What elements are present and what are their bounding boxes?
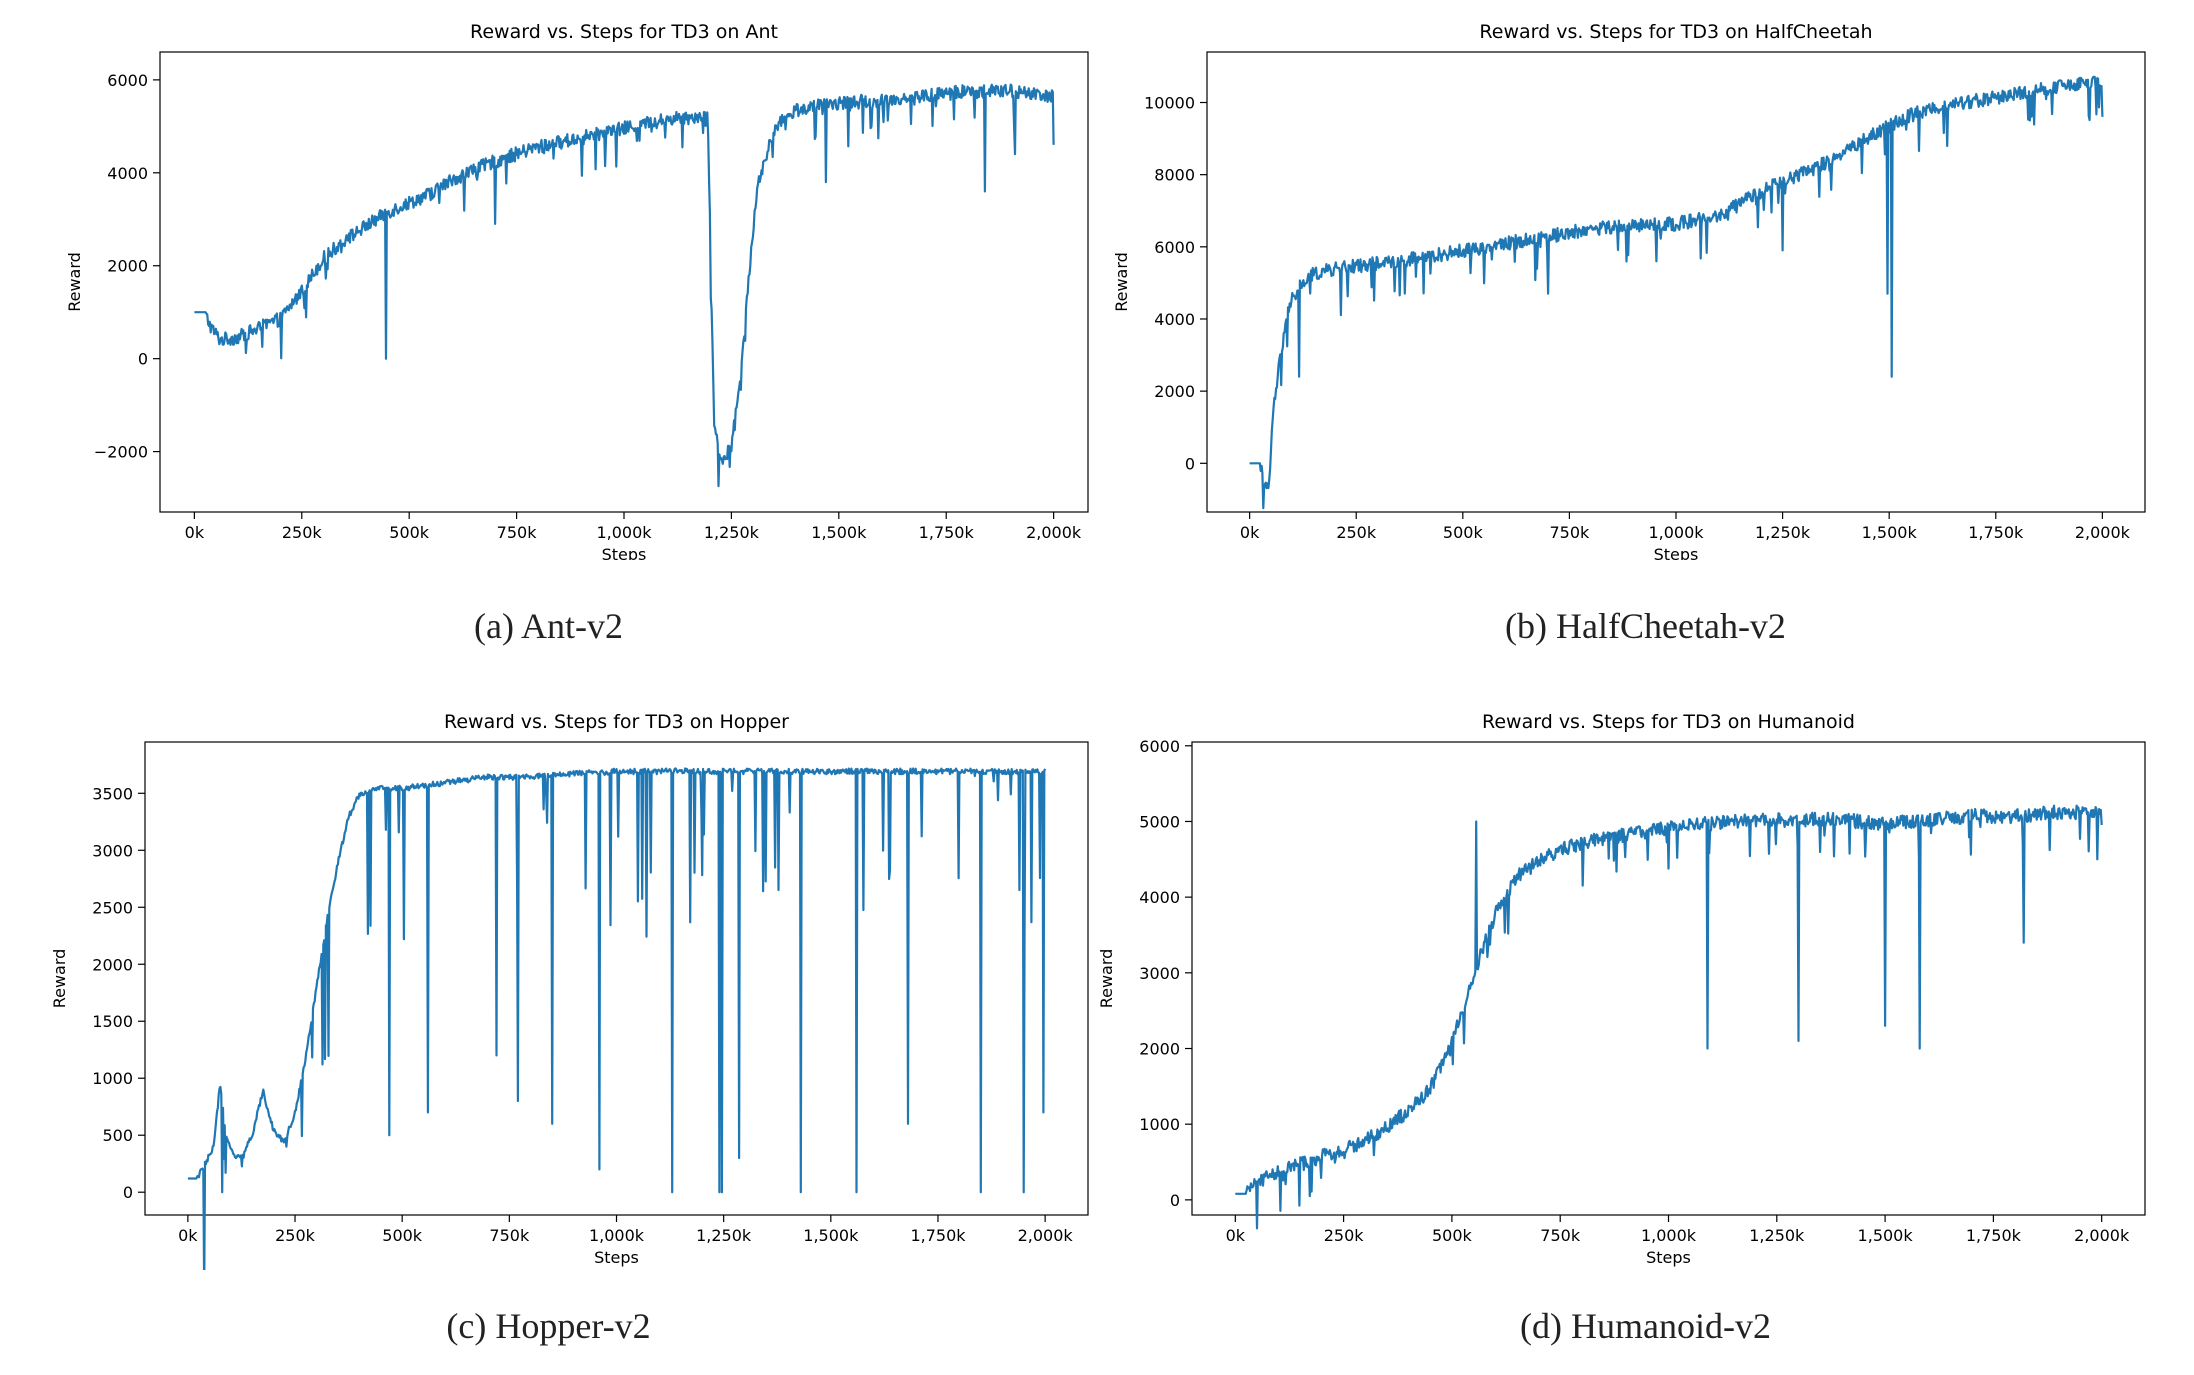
- y-axis-label: Reward: [1097, 949, 1116, 1009]
- x-tick-label: 750k: [1540, 1226, 1581, 1245]
- x-tick-label: 0k: [185, 523, 205, 542]
- humanoid-caption: (d) Humanoid-v2: [1520, 1306, 1771, 1346]
- chart-panel-halfcheetah: Reward vs. Steps for TD3 on HalfCheetah 0…: [1047, 0, 2146, 685]
- y-tick-label: 2000: [107, 257, 148, 276]
- y-tick-label: 10000: [1144, 94, 1195, 113]
- y-tick-label: 2500: [92, 898, 133, 917]
- x-tick-label: 750k: [489, 1226, 530, 1245]
- x-axis-label: Steps: [602, 545, 647, 560]
- y-tick-label: 4000: [1139, 888, 1180, 907]
- x-tick-label: 1,000k: [596, 523, 652, 542]
- y-tick-label: 2000: [1154, 382, 1195, 401]
- y-tick-label: 8000: [1154, 166, 1195, 185]
- x-tick-label: 1,750k: [919, 523, 975, 542]
- x-tick-label: 250k: [282, 523, 323, 542]
- x-tick-label: 500k: [389, 523, 430, 542]
- x-tick-label: 1,750k: [1966, 1226, 2022, 1245]
- x-tick-label: 2,000k: [1026, 523, 1082, 542]
- y-tick-label: 3000: [1139, 964, 1180, 983]
- y-tick-label: 3000: [92, 841, 133, 860]
- x-tick-label: 0k: [1226, 1226, 1246, 1245]
- chart-panel-ant: Reward vs. Steps for TD3 on Ant 0k 250k 500…: [0, 0, 1097, 685]
- x-tick-label: 750k: [497, 523, 538, 542]
- x-tick-label: 1,500k: [803, 1226, 859, 1245]
- x-tick-label: 1,500k: [1858, 1226, 1914, 1245]
- y-tick-label: 4000: [1154, 310, 1195, 329]
- x-tick-label: 250k: [1324, 1226, 1365, 1245]
- y-tick-label: 1500: [92, 1012, 133, 1031]
- y-tick-label: 0: [138, 350, 148, 369]
- reward-series-line: [1249, 75, 2104, 510]
- x-tick-label: 500k: [382, 1226, 423, 1245]
- y-tick-label: 0: [1185, 454, 1195, 473]
- x-tick-label: 1,500k: [811, 523, 867, 542]
- y-tick-label: 1000: [92, 1069, 133, 1088]
- y-tick-label: 5000: [1139, 812, 1180, 831]
- x-axis-label: Steps: [1654, 545, 1699, 560]
- reward-series-line: [187, 767, 1047, 1270]
- y-tick-label: 0: [123, 1183, 133, 1202]
- y-tick-label: 3500: [92, 784, 133, 803]
- x-tick-label: 1,500k: [1862, 523, 1918, 542]
- x-tick-label: 500k: [1443, 523, 1484, 542]
- x-tick-label: 1,250k: [1755, 523, 1811, 542]
- chart-title: Reward vs. Steps for TD3 on Ant: [470, 21, 778, 43]
- x-tick-label: 1,250k: [1749, 1226, 1805, 1245]
- x-tick-label: 0k: [1240, 523, 1260, 542]
- x-tick-label: 2,000k: [1018, 1226, 1074, 1245]
- x-tick-label: 750k: [1550, 523, 1591, 542]
- y-axis-label: Reward: [50, 949, 69, 1009]
- x-tick-label: 2,000k: [2075, 523, 2131, 542]
- y-tick-label: 6000: [107, 71, 148, 90]
- x-tick-label: 1,750k: [910, 1226, 966, 1245]
- x-tick-label: 1,000k: [1648, 523, 1704, 542]
- y-axis-label: Reward: [65, 252, 84, 312]
- y-tick-label: 1000: [1139, 1115, 1180, 1134]
- chart-panel-hopper: Reward vs. Steps for TD3 on Hopper 0k 250k…: [0, 690, 1097, 1375]
- chart-title: Reward vs. Steps for TD3 on Hopper: [444, 711, 789, 733]
- x-tick-label: 1,250k: [696, 1226, 752, 1245]
- y-tick-label: 500: [102, 1126, 133, 1145]
- ant-chart: Reward vs. Steps for TD3 on Ant 0k 250k 500…: [65, 21, 1089, 560]
- reward-series-line: [1235, 804, 2103, 1230]
- halfcheetah-chart: Reward vs. Steps for TD3 on HalfCheetah 0…: [1112, 21, 2146, 560]
- x-axis-label: Steps: [594, 1248, 639, 1267]
- y-tick-label: 2000: [92, 955, 133, 974]
- y-tick-label: 6000: [1154, 238, 1195, 257]
- y-tick-label: 0: [1170, 1191, 1180, 1210]
- x-tick-label: 1,000k: [1641, 1226, 1697, 1245]
- humanoid-chart: Reward vs. Steps for TD3 on Humanoid 0k 25…: [1097, 711, 2146, 1267]
- x-axis-label: Steps: [1646, 1248, 1691, 1267]
- x-tick-label: 500k: [1432, 1226, 1473, 1245]
- x-tick-label: 250k: [275, 1226, 316, 1245]
- chart-title: Reward vs. Steps for TD3 on HalfCheetah: [1479, 21, 1872, 43]
- y-tick-label: 6000: [1139, 737, 1180, 756]
- halfcheetah-caption: (b) HalfCheetah-v2: [1505, 606, 1786, 646]
- hopper-chart: Reward vs. Steps for TD3 on Hopper 0k 250k…: [50, 711, 1089, 1270]
- x-tick-label: 1,250k: [704, 523, 760, 542]
- x-tick-label: 2,000k: [2074, 1226, 2130, 1245]
- reward-series-line: [194, 83, 1055, 488]
- chart-title: Reward vs. Steps for TD3 on Humanoid: [1482, 711, 1855, 733]
- y-tick-label: −2000: [94, 443, 148, 462]
- y-axis-label: Reward: [1112, 252, 1131, 312]
- y-tick-label: 4000: [107, 164, 148, 183]
- x-tick-label: 1,750k: [1968, 523, 2024, 542]
- ant-caption: (a) Ant-v2: [474, 606, 623, 646]
- chart-panel-humanoid: Reward vs. Steps for TD3 on Humanoid 0k 25…: [1047, 690, 2146, 1375]
- x-tick-label: 0k: [178, 1226, 198, 1245]
- x-tick-label: 250k: [1336, 523, 1377, 542]
- hopper-caption: (c) Hopper-v2: [446, 1306, 651, 1346]
- y-tick-label: 2000: [1139, 1040, 1180, 1059]
- x-tick-label: 1,000k: [589, 1226, 645, 1245]
